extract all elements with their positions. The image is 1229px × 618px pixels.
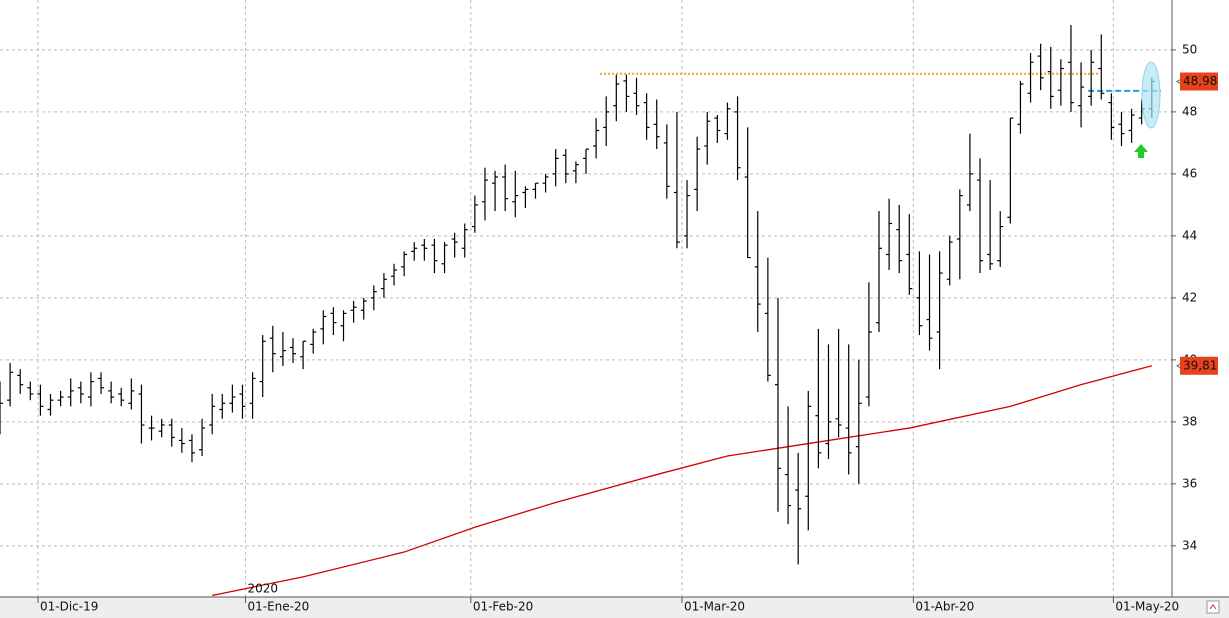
price-label: 39,81 bbox=[1183, 358, 1217, 372]
corner-icon bbox=[1206, 600, 1220, 614]
x-tick-label: 01-May-20 bbox=[1115, 600, 1179, 614]
y-tick-label: 36 bbox=[1182, 476, 1197, 490]
y-tick-label: 46 bbox=[1182, 166, 1197, 180]
year-label: 2020 bbox=[248, 582, 279, 596]
x-tick-label: 01-Mar-20 bbox=[684, 600, 745, 614]
x-tick-label: 01-Feb-20 bbox=[473, 600, 533, 614]
x-axis-band bbox=[0, 597, 1229, 618]
up-arrow bbox=[1134, 144, 1148, 158]
price-label-box bbox=[1180, 72, 1218, 91]
x-tick-label: 01-Abr-20 bbox=[915, 600, 974, 614]
y-tick-label: 42 bbox=[1182, 290, 1197, 304]
price-label-box bbox=[1180, 356, 1218, 375]
y-tick-label: 34 bbox=[1182, 538, 1197, 552]
plot-area bbox=[0, 0, 1172, 597]
y-tick-label: 50 bbox=[1182, 42, 1197, 56]
y-tick-label: 44 bbox=[1182, 228, 1197, 242]
x-tick-label: 01-Dic-19 bbox=[40, 600, 98, 614]
x-tick-label: 01-Ene-20 bbox=[248, 600, 310, 614]
y-tick-label: 48 bbox=[1182, 104, 1197, 118]
y-tick-label: 38 bbox=[1182, 414, 1197, 428]
highlight-ellipse bbox=[1141, 61, 1161, 129]
price-label: 48,98 bbox=[1183, 74, 1217, 88]
moving-average-line bbox=[212, 365, 1152, 597]
